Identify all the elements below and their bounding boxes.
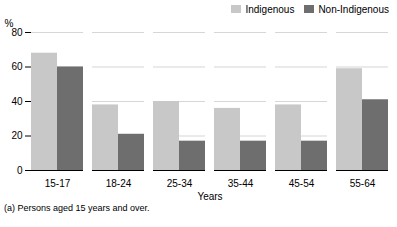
svg-text:Years: Years xyxy=(197,191,222,202)
svg-text:18-24: 18-24 xyxy=(106,178,132,189)
svg-text:35-44: 35-44 xyxy=(228,178,254,189)
svg-text:55-64: 55-64 xyxy=(350,178,376,189)
svg-text:45-54: 45-54 xyxy=(289,178,315,189)
svg-text:25-34: 25-34 xyxy=(167,178,193,189)
html-text:Non-Indigenous: Non-Indigenous xyxy=(318,3,389,15)
svg-text:%: % xyxy=(5,18,14,29)
svg-text:60: 60 xyxy=(11,61,23,72)
svg-text:15-17: 15-17 xyxy=(45,178,71,189)
svg-text:0: 0 xyxy=(17,165,23,176)
svg-text:20: 20 xyxy=(11,130,23,141)
svg-text:40: 40 xyxy=(11,96,23,107)
svg-text:80: 80 xyxy=(11,26,23,38)
html-text:Indigenous: Indigenous xyxy=(245,3,295,15)
html-text:(a) Persons aged 15 years and: (a) Persons aged 15 years and over. xyxy=(4,203,150,213)
